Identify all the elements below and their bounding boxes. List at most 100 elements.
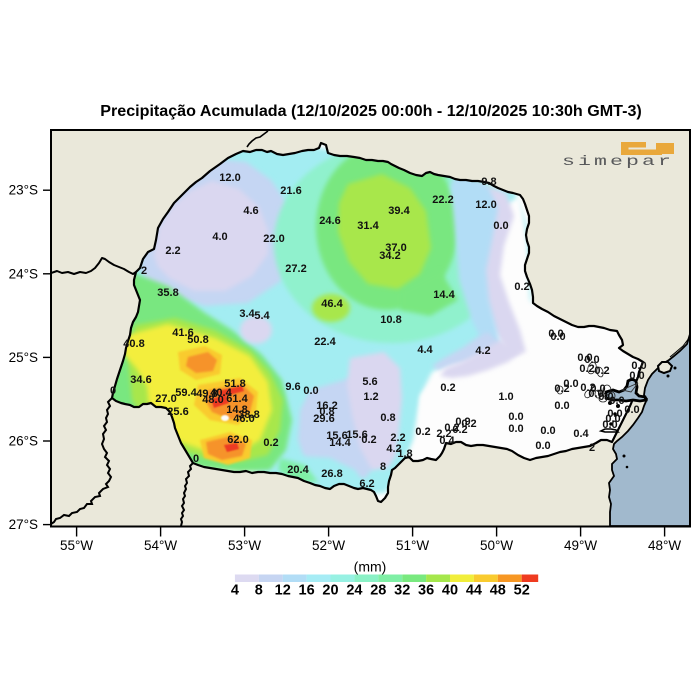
svg-text:8: 8 [255,583,263,599]
svg-text:20.4: 20.4 [287,464,309,476]
svg-text:40: 40 [442,583,458,599]
svg-text:27.2: 27.2 [285,263,306,275]
svg-text:15.6: 15.6 [326,430,347,442]
svg-text:1.2: 1.2 [363,391,378,403]
svg-text:22.4: 22.4 [314,336,336,348]
svg-text:0.0: 0.0 [548,328,563,340]
svg-text:0.0: 0.0 [629,370,644,382]
svg-text:9.6: 9.6 [285,381,300,393]
svg-text:0.0: 0.0 [598,391,613,403]
svg-text:27°S: 27°S [9,517,38,532]
svg-text:61.4: 61.4 [226,393,248,405]
svg-text:52°W: 52°W [312,538,345,553]
svg-text:46.0: 46.0 [233,413,254,425]
svg-text:38.8: 38.8 [238,409,259,421]
svg-text:5.4: 5.4 [254,310,270,322]
svg-text:2.2: 2.2 [436,428,451,440]
svg-text:35.8: 35.8 [157,287,178,299]
svg-text:0.0: 0.0 [590,383,605,395]
svg-text:2: 2 [141,265,147,277]
svg-text:0.4: 0.4 [573,428,589,440]
svg-text:16.2: 16.2 [316,400,337,412]
svg-text:4: 4 [231,583,239,599]
svg-text:0.2: 0.2 [440,382,455,394]
svg-text:8: 8 [380,461,386,473]
svg-text:12: 12 [275,583,291,599]
svg-text:23°S: 23°S [9,183,38,198]
svg-text:0.0: 0.0 [605,413,620,425]
svg-text:0.0: 0.0 [624,404,639,416]
svg-text:0.2: 0.2 [415,426,430,438]
svg-text:25°S: 25°S [9,350,38,365]
svg-text:49°W: 49°W [564,538,597,553]
svg-text:3.4: 3.4 [239,308,255,320]
svg-text:0.2: 0.2 [594,365,609,377]
svg-text:0: 0 [110,385,116,397]
svg-text:41.6: 41.6 [172,327,193,339]
svg-text:46.4: 46.4 [321,298,343,310]
svg-text:0.2: 0.2 [514,281,529,293]
svg-text:10.8: 10.8 [380,314,401,326]
svg-text:0.2: 0.2 [444,422,459,434]
svg-text:28: 28 [370,583,386,599]
svg-text:(mm): (mm) [354,559,387,575]
svg-text:0.8: 0.8 [319,406,334,418]
svg-text:14.4: 14.4 [433,289,455,301]
svg-text:0.2: 0.2 [554,383,569,395]
svg-text:1.0: 1.0 [498,391,513,403]
svg-text:14.8: 14.8 [226,404,247,416]
svg-text:51°W: 51°W [396,538,429,553]
svg-text:12.0: 12.0 [475,199,496,211]
svg-text:34.2: 34.2 [379,250,400,262]
svg-text:2.2: 2.2 [390,432,405,444]
svg-text:simepar: simepar [562,154,674,170]
svg-text:51.8: 51.8 [224,378,245,390]
svg-text:0.0: 0.0 [508,411,523,423]
svg-text:0.2: 0.2 [452,424,467,436]
svg-text:4.6: 4.6 [243,205,258,217]
svg-text:0.0: 0.0 [563,378,578,390]
svg-text:0.0: 0.0 [588,388,603,400]
svg-text:0.2: 0.2 [580,382,595,394]
svg-text:0.2: 0.2 [461,418,476,430]
svg-text:26.8: 26.8 [321,468,342,480]
svg-text:27.0: 27.0 [155,393,176,405]
svg-text:44: 44 [466,583,482,599]
svg-text:21.6: 21.6 [280,185,301,197]
svg-text:22.2: 22.2 [432,194,453,206]
svg-text:0.9: 0.9 [455,416,470,428]
svg-text:16: 16 [299,583,315,599]
svg-text:40.8: 40.8 [123,338,144,350]
svg-text:37.0: 37.0 [385,242,406,254]
svg-text:4.2: 4.2 [475,345,490,357]
svg-text:31.4: 31.4 [357,220,379,232]
svg-text:0.0: 0.0 [535,440,550,452]
svg-text:Precipitação Acumulada (12/10/: Precipitação Acumulada (12/10/2025 00:00… [100,102,642,120]
svg-text:0.0: 0.0 [602,419,617,431]
svg-text:0.0: 0.0 [577,352,592,364]
svg-text:0.2: 0.2 [579,363,594,375]
svg-text:0.0: 0.0 [631,360,646,372]
svg-text:62.0: 62.0 [227,434,248,446]
svg-text:20: 20 [322,583,338,599]
svg-text:48.0: 48.0 [202,394,223,406]
svg-text:14.4: 14.4 [329,437,351,449]
svg-text:55°W: 55°W [60,538,93,553]
svg-text:32: 32 [394,583,410,599]
svg-text:0.0: 0.0 [554,400,569,412]
svg-text:4.2: 4.2 [386,443,401,455]
svg-text:24°S: 24°S [9,266,38,281]
svg-text:40.4: 40.4 [210,387,232,399]
svg-text:22.0: 22.0 [263,233,284,245]
svg-text:6.2: 6.2 [359,478,374,490]
svg-text:0.0: 0.0 [540,425,555,437]
svg-text:25.6: 25.6 [167,406,188,418]
svg-text:54°W: 54°W [144,538,177,553]
svg-text:49.8: 49.8 [196,388,217,400]
svg-text:0.0: 0.0 [584,354,599,366]
svg-text:24: 24 [346,583,362,599]
svg-text:24.6: 24.6 [319,215,340,227]
svg-text:0.0: 0.0 [607,408,622,420]
svg-text:36: 36 [418,583,434,599]
svg-text:12.0: 12.0 [219,172,240,184]
